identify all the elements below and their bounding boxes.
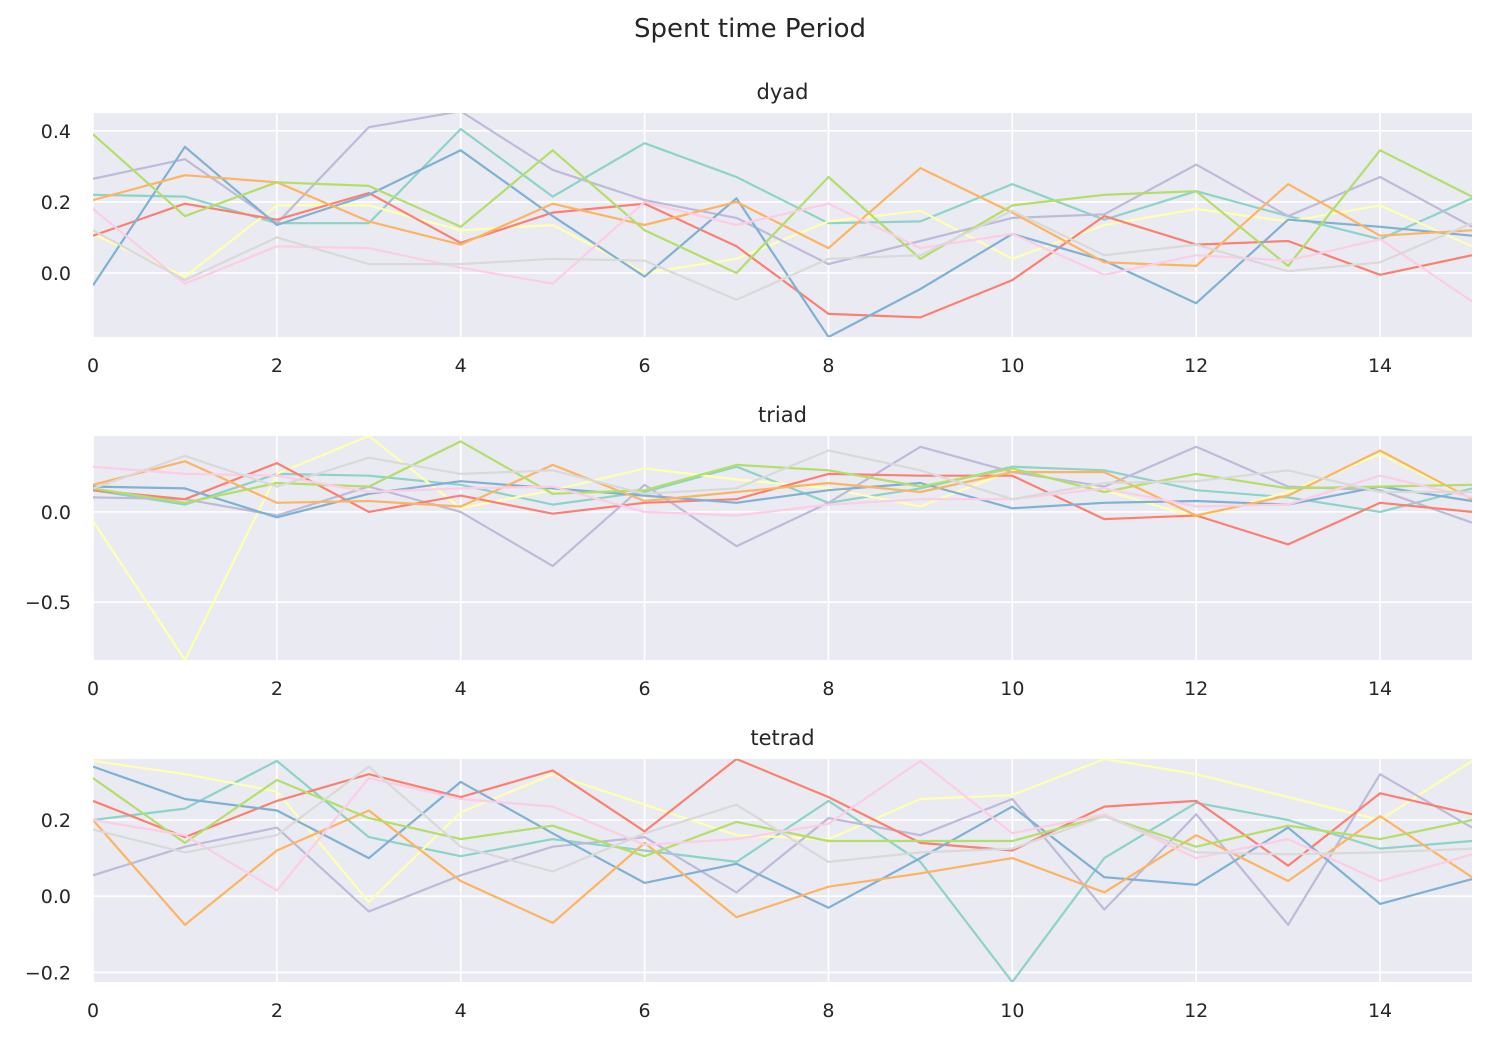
subplot-triad: triad 0 2 4 6 8 10 12 14 0.0 −0.5 — [25, 403, 1472, 700]
x-tick-label: 6 — [639, 355, 651, 377]
x-tick-label: 6 — [639, 678, 651, 700]
series-line-7 — [93, 133, 1472, 275]
y-tick-label: 0.0 — [41, 886, 71, 908]
x-tick-label: 8 — [822, 678, 834, 700]
x-tick-label: 2 — [271, 678, 283, 700]
x-tick-label: 2 — [271, 355, 283, 377]
series-line-5 — [93, 145, 1472, 337]
y-tick-label: −0.2 — [25, 962, 71, 984]
x-tick-label: 8 — [822, 1000, 834, 1022]
x-tick-label: 0 — [87, 678, 99, 700]
x-tick-label: 14 — [1368, 1000, 1392, 1022]
y-tick-label: −0.5 — [25, 592, 71, 614]
y-tick-label: 0.2 — [41, 192, 71, 214]
subplot-title: triad — [758, 403, 807, 427]
series-line-9 — [93, 209, 1472, 301]
series-line-8 — [93, 465, 1472, 517]
x-tick-label: 8 — [822, 355, 834, 377]
series-group — [93, 113, 1472, 337]
x-tick-label: 14 — [1368, 355, 1392, 377]
series-line-8 — [93, 759, 1472, 892]
x-tick-label: 4 — [455, 1000, 467, 1022]
y-tick-label: 0.2 — [41, 810, 71, 832]
plot-background — [93, 436, 1472, 660]
x-tick-label: 6 — [639, 1000, 651, 1022]
x-tick-label: 14 — [1368, 678, 1392, 700]
x-tick-label: 0 — [87, 1000, 99, 1022]
series-line-6 — [93, 809, 1472, 926]
series-line-4 — [93, 759, 1472, 867]
series-line-2 — [93, 759, 1472, 904]
series-line-1 — [93, 127, 1472, 241]
series-line-9 — [93, 449, 1472, 501]
y-tick-label: 0.4 — [41, 121, 71, 143]
series-group — [93, 436, 1472, 660]
x-tick-label: 12 — [1184, 1000, 1208, 1022]
subplot-title: tetrad — [750, 726, 814, 750]
figure-title: Spent time Period — [633, 14, 867, 44]
x-tick-label: 12 — [1184, 355, 1208, 377]
x-tick-label: 2 — [271, 1000, 283, 1022]
x-tick-label: 10 — [1000, 355, 1024, 377]
x-tick-label: 12 — [1184, 678, 1208, 700]
x-tick-label: 10 — [1000, 678, 1024, 700]
x-tick-label: 4 — [455, 355, 467, 377]
x-tick-label: 4 — [455, 678, 467, 700]
x-tick-label: 0 — [87, 355, 99, 377]
series-group — [93, 759, 1472, 982]
series-line-3 — [93, 113, 1472, 266]
subplot-dyad: dyad 0 2 4 6 8 10 12 14 0.0 0.2 0.4 — [41, 80, 1472, 377]
subplot-title: dyad — [757, 80, 809, 104]
series-line-3 — [93, 773, 1472, 926]
series-line-9 — [93, 765, 1472, 873]
series-line-5 — [93, 480, 1472, 519]
y-tick-label: 0.0 — [41, 263, 71, 285]
subplot-tetrad: tetrad 0 2 4 6 8 10 12 14 −0.2 0.0 0.2 — [25, 726, 1472, 1022]
x-tick-label: 10 — [1000, 1000, 1024, 1022]
y-tick-label: 0.0 — [41, 502, 71, 524]
